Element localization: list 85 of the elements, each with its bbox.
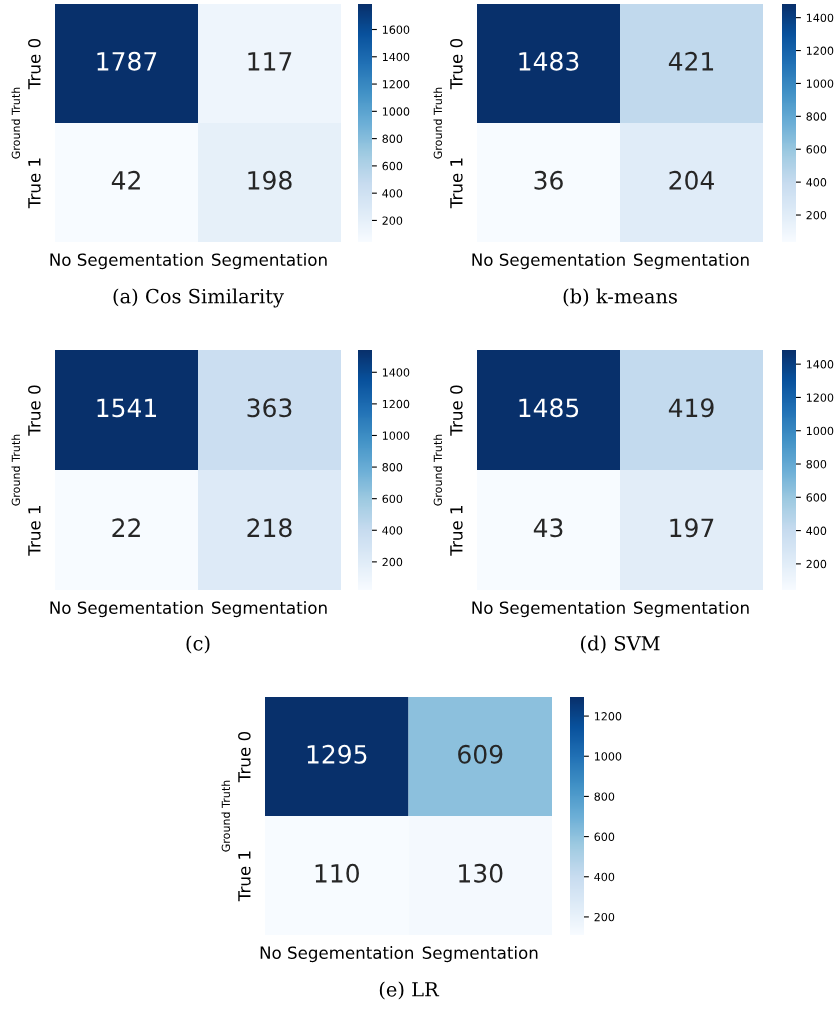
color-bar-label: 800 — [806, 112, 827, 121]
color-bar-label: 1400 — [382, 368, 410, 377]
y-tick-label: True 0 — [28, 385, 41, 436]
color-bar-label: 1000 — [806, 79, 834, 88]
data-label: 421 — [668, 51, 714, 71]
y-axis-title: Ground Truth — [221, 780, 231, 852]
y-tick-label: True 1 — [450, 505, 463, 556]
y-tick-label: True 0 — [450, 38, 463, 90]
x-tick-label: Segmentation — [634, 253, 749, 270]
y-tick-label: True 0 — [28, 38, 41, 90]
data-label: 419 — [668, 398, 714, 418]
x-tick-label: Segmentation — [212, 601, 327, 618]
text: (a) Cos Similarity — [113, 288, 284, 308]
data-label: 1483 — [519, 51, 579, 71]
color-bar-label: 1000 — [382, 107, 410, 116]
color-bar-label: 1200 — [806, 393, 834, 402]
color-bar-label: 1200 — [806, 46, 834, 55]
color-bar-label: 800 — [382, 134, 403, 143]
color-bar-label: 1400 — [806, 360, 834, 369]
color-bar-label: 1400 — [382, 52, 410, 62]
x-tick-label: Segmentation — [422, 946, 538, 963]
x-tick-label: No Segementation — [260, 946, 414, 963]
x-tick-label: No Segementation — [472, 253, 625, 270]
x-tick-label: No Segementation — [50, 601, 203, 618]
text: (c) — [186, 635, 210, 654]
color-bar-label: 600 — [594, 832, 615, 841]
color-bar-label: 1200 — [594, 712, 622, 721]
y-axis-title: Ground Truth — [11, 87, 21, 159]
color-bar-label: 600 — [382, 161, 403, 171]
data-label: 363 — [247, 398, 292, 418]
text: (d) SVM — [581, 635, 660, 654]
color-bar-label: 200 — [382, 216, 403, 225]
color-bar-label: 600 — [806, 145, 827, 154]
color-bar-label: 1200 — [382, 80, 410, 89]
data-label: 22 — [112, 518, 140, 537]
color-bar-label: 400 — [382, 189, 403, 198]
color-bar-label: 600 — [382, 494, 403, 504]
color-bar-label: 800 — [594, 792, 615, 801]
color-bar-label: 1000 — [382, 431, 410, 440]
y-axis-title: Ground Truth — [433, 87, 443, 159]
color-bar-label: 1000 — [806, 426, 834, 436]
data-label: 130 — [459, 863, 503, 883]
text: (e) LR — [379, 981, 440, 1000]
data-label: 117 — [248, 52, 292, 71]
data-label: 609 — [458, 744, 503, 764]
data-label: 110 — [315, 863, 359, 883]
text: (b) k-means — [563, 288, 677, 307]
data-label: 36 — [534, 170, 563, 190]
color-bar-label: 600 — [806, 493, 827, 502]
data-label: 1541 — [97, 398, 156, 418]
data-label: 204 — [669, 170, 714, 190]
x-tick-label: No Segementation — [472, 601, 625, 618]
y-tick-label: True 0 — [450, 385, 463, 436]
y-tick-label: True 1 — [28, 158, 41, 209]
y-tick-label: True 1 — [450, 158, 463, 209]
y-axis-title: Ground Truth — [11, 434, 21, 506]
color-bar-label: 200 — [806, 211, 827, 220]
y-tick-label: True 0 — [238, 731, 251, 783]
y-tick-label: True 1 — [28, 505, 41, 556]
data-label: 218 — [247, 518, 292, 538]
data-label: 198 — [248, 170, 292, 190]
color-bar-label: 1200 — [382, 399, 410, 409]
color-bar-label: 400 — [382, 526, 403, 535]
y-tick-label: True 1 — [238, 851, 251, 902]
color-bar-label: 400 — [806, 178, 827, 187]
color-bar-label: 800 — [806, 459, 827, 469]
y-axis-title: Ground Truth — [433, 434, 443, 506]
data-label: 1485 — [519, 398, 579, 418]
color-bar-label: 1000 — [594, 752, 622, 761]
color-bar-label: 1400 — [806, 13, 834, 23]
x-tick-label: Segmentation — [634, 601, 749, 618]
x-tick-label: Segmentation — [212, 253, 327, 270]
data-label: 197 — [670, 518, 714, 538]
color-bar-label: 400 — [594, 872, 615, 882]
data-label: 42 — [111, 170, 140, 190]
data-label: 1787 — [97, 51, 157, 71]
color-bar-label: 200 — [594, 912, 615, 922]
color-bar-label: 1600 — [382, 25, 410, 34]
color-bar-label: 200 — [806, 559, 827, 569]
color-bar-label: 200 — [382, 557, 403, 567]
data-label: 1295 — [307, 744, 367, 764]
color-bar-label: 400 — [806, 526, 827, 535]
data-label: 43 — [533, 518, 563, 538]
color-bar-label: 800 — [382, 463, 403, 472]
x-tick-label: No Segementation — [50, 253, 203, 270]
